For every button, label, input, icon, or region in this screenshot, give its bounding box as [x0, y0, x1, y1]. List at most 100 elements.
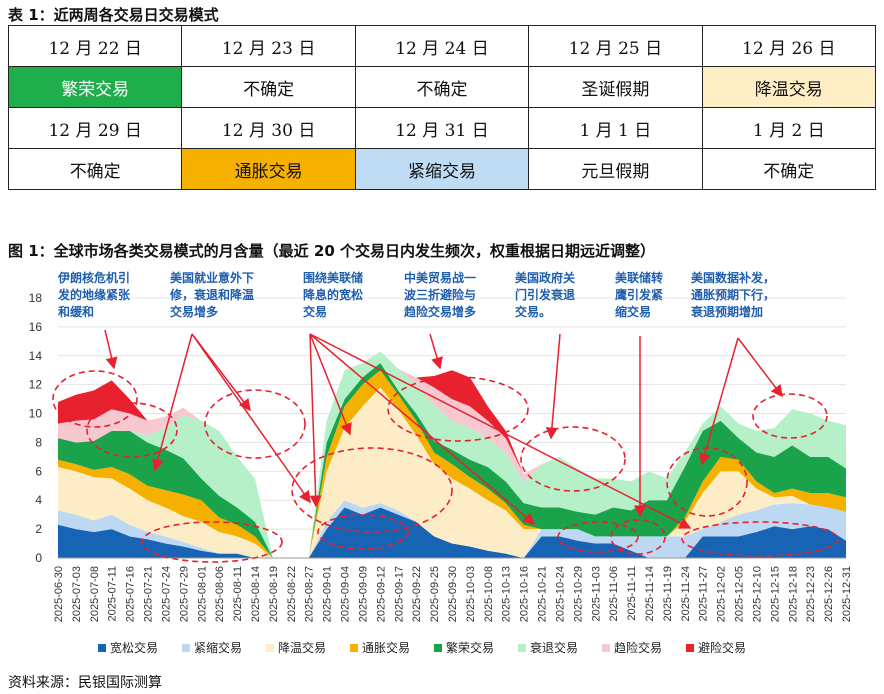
x-tick-label: 2025-07-03 — [71, 566, 83, 622]
x-tick-label: 2025-07-16 — [125, 566, 137, 622]
table-cell: 12 月 25 日 — [528, 25, 703, 67]
x-tick-label: 2025-08-11 — [232, 566, 244, 621]
x-tick-label: 2025-11-14 — [644, 566, 656, 621]
x-tick-label: 2025-12-15 — [769, 566, 781, 622]
chart-annotation: 美国政府关 门引发衰退 交易。 — [515, 271, 576, 319]
x-tick-label: 2025-07-21 — [143, 566, 155, 622]
legend-label: 繁荣交易 — [446, 640, 494, 655]
legend-label: 宽松交易 — [110, 640, 158, 655]
x-tick-label: 2025-07-08 — [89, 566, 101, 622]
table-cell: 通胀交易 — [181, 148, 356, 190]
legend-swatch — [434, 644, 442, 652]
table-cell: 圣诞假期 — [528, 66, 703, 108]
highlight-oval — [387, 376, 529, 442]
y-tick-label: 16 — [29, 320, 43, 334]
table-cell: 12 月 26 日 — [701, 25, 877, 67]
table-cell: 不确定 — [181, 66, 356, 108]
highlight-oval — [681, 521, 839, 557]
table-row: 不确定 通胀交易 紧缩交易 元旦假期 不确定 — [7, 148, 877, 190]
x-tick-label: 2025-10-03 — [465, 566, 477, 622]
legend-label: 降温交易 — [278, 640, 326, 655]
annotation-arrow — [104, 329, 118, 370]
area-series-4 — [58, 363, 846, 558]
highlight-oval — [291, 447, 453, 533]
y-tick-label: 2 — [35, 522, 42, 536]
table-cell: 12 月 29 日 — [7, 107, 183, 149]
chart-annotation: 伊朗核危机引 发的地缘紧张 和缓和 — [58, 271, 131, 319]
highlight-oval — [141, 521, 283, 563]
area-series-7 — [58, 351, 846, 558]
annotation-arrow — [151, 333, 193, 472]
x-tick-label: 2025-12-31 — [841, 566, 853, 622]
annotation-arrow — [737, 337, 783, 398]
x-tick-label: 2025-11-06 — [608, 566, 620, 621]
table-cell: 1 月 2 日 — [701, 107, 877, 149]
x-tick-label: 2025-09-17 — [393, 566, 405, 622]
highlight-oval — [317, 514, 409, 550]
highlight-oval — [204, 389, 306, 459]
x-tick-label: 2025-08-19 — [268, 566, 280, 622]
table-cell: 元旦假期 — [528, 148, 703, 190]
x-tick-label: 2025-12-23 — [805, 566, 817, 622]
legend-swatch — [602, 644, 610, 652]
x-tick-label: 2025-08-14 — [250, 566, 262, 622]
x-tick-label: 2025-12-10 — [751, 566, 763, 622]
legend-label: 避险交易 — [698, 640, 746, 655]
x-tick-label: 2025-10-13 — [501, 566, 513, 622]
table-cell: 降温交易 — [701, 66, 877, 108]
highlight-oval — [610, 519, 666, 555]
x-tick-label: 2025-09-12 — [375, 566, 387, 622]
x-tick-label: 2025-10-16 — [519, 566, 531, 622]
table-cell: 不确定 — [701, 148, 877, 190]
x-tick-label: 2025-10-21 — [537, 566, 549, 622]
table-cell: 繁荣交易 — [7, 66, 183, 108]
table-row: 12 月 22 日 12 月 23 日 12 月 24 日 12 月 25 日 12 月… — [7, 25, 877, 67]
trading-mode-table: 12 月 22 日 12 月 23 日 12 月 24 日 12 月 25 日 12 月… — [7, 25, 877, 190]
table-row: 繁荣交易 不确定 不确定 圣诞假期 降温交易 — [7, 66, 877, 108]
table-caption: 表 1：近两周各交易日交易模式 — [8, 6, 219, 24]
x-tick-label: 2025-11-03 — [590, 566, 602, 621]
x-tick-label: 2025-11-24 — [680, 566, 692, 621]
y-tick-label: 0 — [35, 551, 42, 565]
x-tick-label: 2025-07-11 — [107, 566, 119, 621]
chart-annotation: 美国数据补发， 通胀预期下行， 衰退预期增加 — [691, 271, 776, 319]
x-tick-label: 2025-12-02 — [716, 566, 728, 622]
x-tick-label: 2025-10-24 — [554, 566, 566, 622]
y-tick-label: 10 — [29, 407, 43, 421]
x-tick-label: 2025-12-18 — [787, 566, 799, 622]
legend-swatch — [98, 644, 106, 652]
legend-label: 衰退交易 — [530, 640, 578, 655]
x-tick-label: 2025-09-04 — [340, 566, 352, 622]
x-tick-label: 2025-08-01 — [196, 566, 208, 622]
highlight-oval — [557, 521, 639, 553]
y-tick-label: 12 — [29, 378, 43, 392]
legend-label: 趋险交易 — [614, 640, 662, 655]
annotation-arrow — [309, 333, 536, 525]
annotation-arrow — [309, 333, 692, 529]
table-cell: 12 月 24 日 — [354, 25, 530, 67]
x-axis-ticks: 2025-06-30 2025-07-03 2025-07-08 2025-07-11… — [53, 557, 853, 622]
x-tick-label: 2025-11-11 — [626, 566, 638, 621]
area-series-2 — [58, 387, 846, 558]
highlight-oval — [752, 393, 828, 439]
y-tick-label: 4 — [35, 493, 42, 507]
legend-swatch — [182, 644, 190, 652]
chart-annotation: 美联储转 鹰引发紧 缩交易 — [615, 271, 664, 319]
x-tick-label: 2025-11-19 — [662, 566, 674, 621]
chart-annotation: 美国就业意外下 修，衰退和降温 交易增多 — [170, 271, 255, 319]
table-cell: 12 月 23 日 — [181, 25, 356, 67]
y-axis-ticks: 0 2 4 6 8 10 12 14 16 18 — [29, 291, 43, 565]
highlight-oval — [86, 402, 178, 458]
annotation-arrow — [545, 333, 561, 440]
x-tick-label: 2025-10-08 — [483, 566, 495, 622]
table-cell: 1 月 1 日 — [528, 107, 703, 149]
x-tick-label: 2025-09-01 — [322, 566, 334, 622]
table-cell: 紧缩交易 — [354, 148, 530, 190]
chart-annotation: 围绕美联储 降息的宽松 交易 — [303, 271, 364, 319]
chart-annotation: 中美贸易战一 波三折避险与 趋险交易增多 — [404, 271, 477, 319]
x-tick-label: 2025-07-24 — [160, 566, 172, 622]
legend-swatch — [266, 644, 274, 652]
legend-label: 紧缩交易 — [194, 640, 242, 655]
